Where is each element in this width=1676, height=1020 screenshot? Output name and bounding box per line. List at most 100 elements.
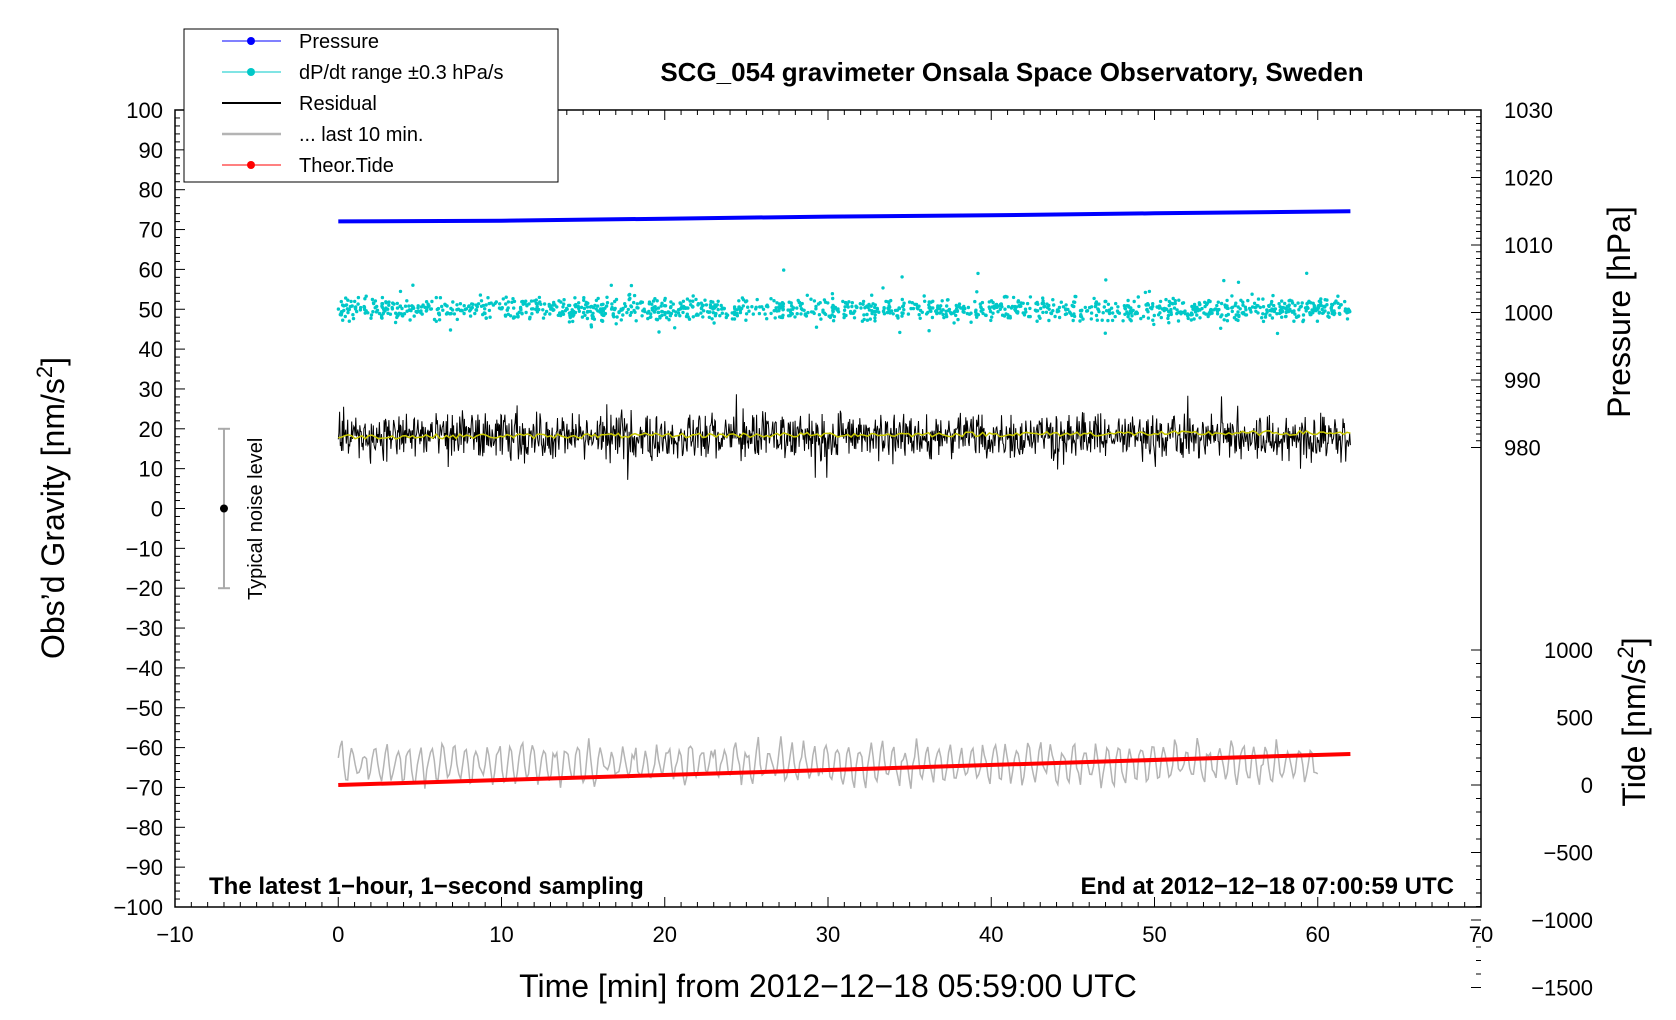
dpdt-point bbox=[1271, 293, 1275, 298]
dpdt-point bbox=[609, 283, 613, 287]
y-left-tick-label: −80 bbox=[126, 815, 163, 840]
dpdt-point bbox=[583, 313, 587, 317]
dpdt-point bbox=[1170, 301, 1175, 306]
dpdt-point bbox=[530, 312, 534, 316]
dpdt-point bbox=[1320, 307, 1324, 312]
dpdt-point bbox=[1053, 314, 1057, 319]
dpdt-point bbox=[866, 305, 870, 310]
dpdt-point bbox=[537, 295, 542, 300]
dpdt-point bbox=[831, 319, 836, 323]
y-left-tick-label: −60 bbox=[126, 736, 163, 761]
dpdt-point bbox=[634, 319, 638, 323]
tick-marks bbox=[174, 109, 1482, 988]
dpdt-point bbox=[1197, 301, 1202, 305]
dpdt-point bbox=[552, 300, 556, 305]
dpdt-point bbox=[1252, 301, 1257, 305]
dpdt-point bbox=[1173, 301, 1178, 306]
dpdt-point bbox=[409, 308, 413, 313]
dpdt-point bbox=[744, 312, 749, 316]
dpdt-point bbox=[585, 305, 590, 309]
dpdt-point bbox=[1078, 309, 1083, 313]
dpdt-point bbox=[701, 315, 705, 319]
dpdt-point bbox=[1019, 304, 1023, 308]
dpdt-point bbox=[900, 314, 904, 318]
dpdt-point bbox=[873, 305, 877, 310]
dpdt-point bbox=[510, 300, 514, 304]
dpdt-point bbox=[909, 306, 913, 311]
dpdt-point bbox=[1288, 307, 1292, 311]
y-left-tick-label: 10 bbox=[139, 457, 163, 482]
dpdt-point bbox=[511, 297, 515, 301]
dpdt-point bbox=[1345, 317, 1350, 321]
y-pressure-tick-labels: 1030 1020 1010 1000 990 980 bbox=[1504, 98, 1553, 461]
dpdt-point bbox=[541, 316, 546, 320]
dpdt-point bbox=[1294, 315, 1299, 319]
dpdt-point bbox=[938, 311, 942, 315]
dpdt-point bbox=[757, 311, 762, 316]
dpdt-point bbox=[877, 310, 881, 314]
dpdt-point bbox=[917, 313, 921, 317]
dpdt-point bbox=[1126, 298, 1130, 303]
dpdt-point bbox=[369, 316, 373, 320]
dpdt-point bbox=[927, 329, 931, 333]
dpdt-point bbox=[805, 293, 809, 297]
dpdt-point bbox=[1089, 317, 1094, 321]
dpdt-point bbox=[611, 312, 615, 316]
dpdt-point bbox=[1114, 301, 1118, 306]
dpdt-point bbox=[780, 301, 785, 305]
dpdt-point bbox=[671, 309, 676, 313]
dpdt-point bbox=[939, 304, 943, 308]
dpdt-point bbox=[699, 311, 703, 315]
dpdt-point bbox=[518, 305, 523, 310]
dpdt-point bbox=[1303, 306, 1308, 310]
dpdt-point bbox=[1028, 306, 1032, 311]
dpdt-point bbox=[1200, 306, 1204, 311]
dpdt-point bbox=[1313, 306, 1317, 310]
dpdt-point bbox=[696, 303, 700, 307]
dpdt-point bbox=[898, 330, 902, 335]
dpdt-point bbox=[831, 296, 835, 301]
dpdt-point bbox=[527, 302, 531, 306]
dpdt-point bbox=[795, 312, 799, 316]
dpdt-point bbox=[699, 307, 704, 311]
dpdt-point bbox=[812, 311, 816, 316]
dpdt-point bbox=[1016, 300, 1020, 304]
dpdt-point bbox=[1125, 304, 1129, 308]
y-tide-tick-label: 500 bbox=[1556, 706, 1593, 731]
dpdt-point bbox=[691, 294, 695, 298]
dpdt-point bbox=[351, 316, 356, 321]
dpdt-point bbox=[987, 300, 991, 304]
dpdt-point bbox=[975, 290, 979, 294]
dpdt-point bbox=[911, 306, 916, 311]
dpdt-point bbox=[648, 315, 652, 319]
x-tick-label: 30 bbox=[816, 922, 840, 947]
dpdt-point bbox=[998, 307, 1002, 311]
dpdt-point bbox=[710, 317, 714, 321]
dpdt-point bbox=[1071, 318, 1075, 323]
dpdt-point bbox=[483, 307, 487, 311]
dpdt-point bbox=[769, 297, 773, 301]
dpdt-point bbox=[375, 304, 379, 309]
dpdt-point bbox=[612, 315, 616, 319]
theor-tide-line bbox=[338, 751, 1351, 787]
dpdt-point bbox=[573, 296, 577, 300]
dpdt-point bbox=[730, 317, 735, 321]
dpdt-point bbox=[679, 306, 683, 310]
dpdt-point bbox=[621, 313, 625, 317]
dpdt-point bbox=[632, 293, 637, 298]
dpdt-point bbox=[1024, 310, 1028, 314]
dpdt-point bbox=[470, 302, 474, 306]
dpdt-point bbox=[1097, 302, 1101, 306]
dpdt-point bbox=[666, 310, 670, 314]
dpdt-point bbox=[377, 311, 382, 316]
legend-label: Theor.Tide bbox=[299, 155, 394, 177]
dpdt-point bbox=[1183, 312, 1188, 316]
dpdt-point bbox=[1236, 310, 1240, 314]
dpdt-point bbox=[407, 304, 411, 308]
dpdt-point bbox=[754, 307, 758, 311]
dpdt-point bbox=[336, 307, 341, 311]
dpdt-point bbox=[534, 307, 538, 312]
dpdt-point bbox=[421, 303, 425, 307]
dpdt-point bbox=[765, 317, 769, 321]
dpdt-point bbox=[867, 308, 872, 312]
